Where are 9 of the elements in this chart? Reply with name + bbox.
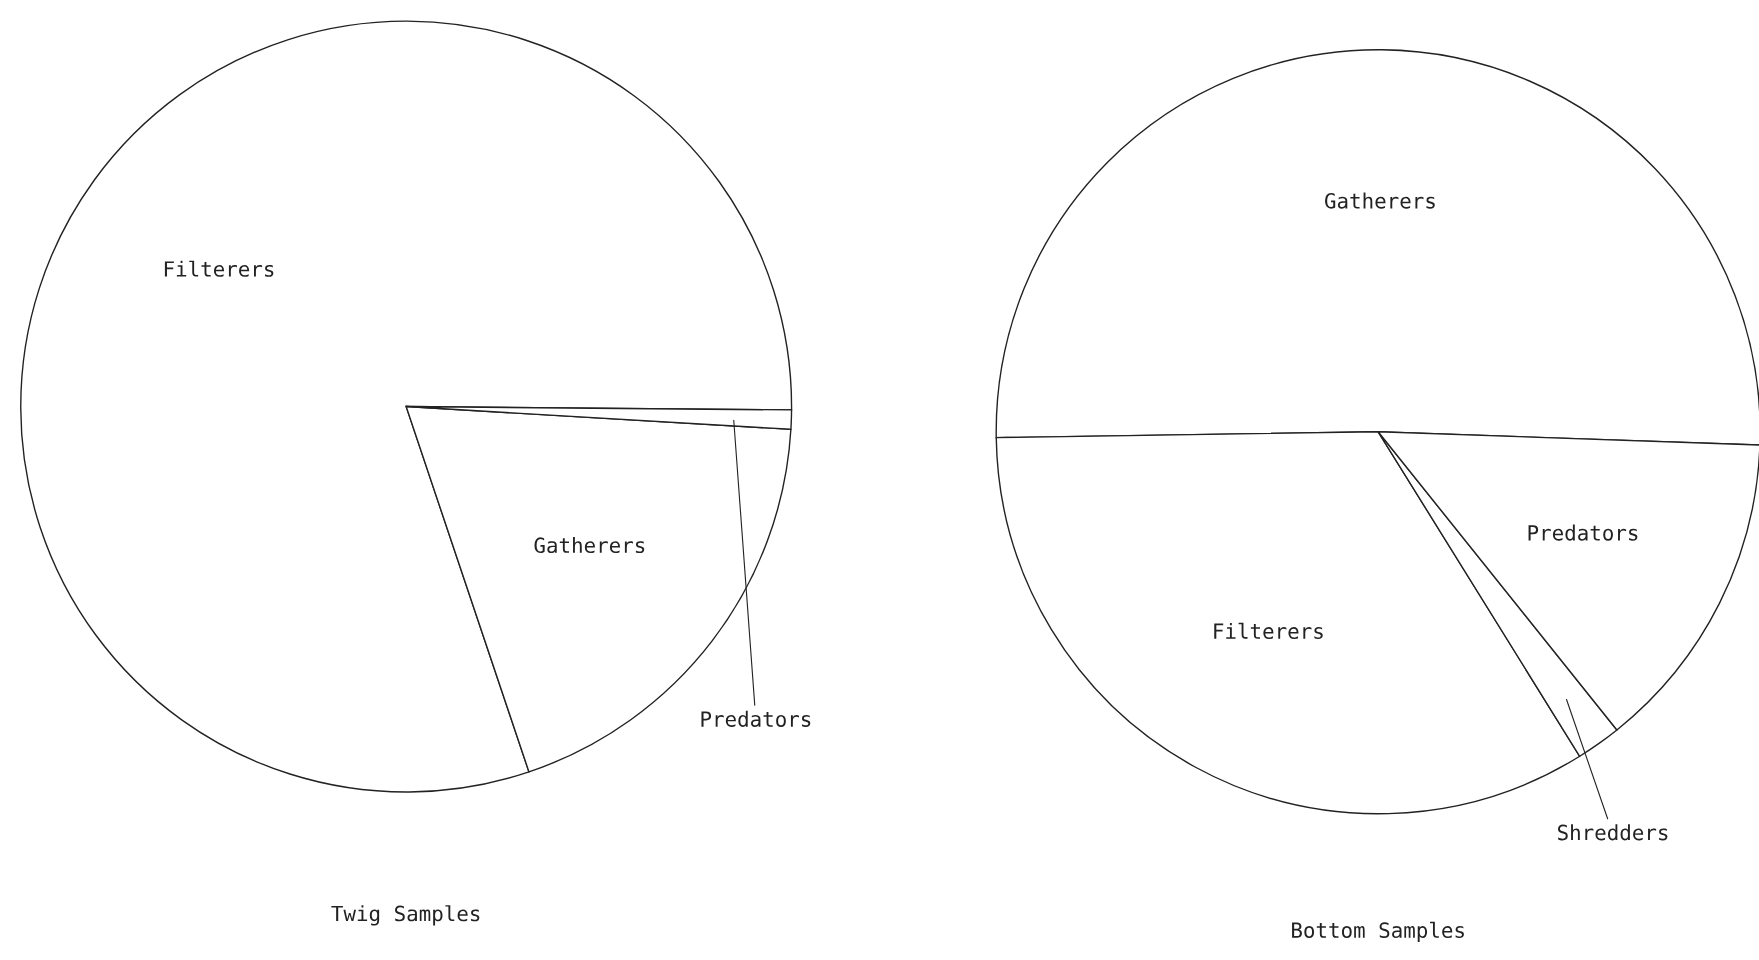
slice-label: Filterers — [1214, 622, 1323, 640]
slice-label: Predators — [701, 710, 811, 727]
slice-label: Gatherers — [534, 536, 645, 554]
slice-label: Gatherers — [1325, 192, 1435, 209]
slice-label: Filterers — [164, 260, 274, 277]
slice-label: Predators — [1528, 524, 1638, 541]
text: Twig Samples — [331, 905, 480, 926]
slice-label: Shredders — [1557, 824, 1668, 841]
text: Bottom Samples — [1292, 921, 1464, 943]
